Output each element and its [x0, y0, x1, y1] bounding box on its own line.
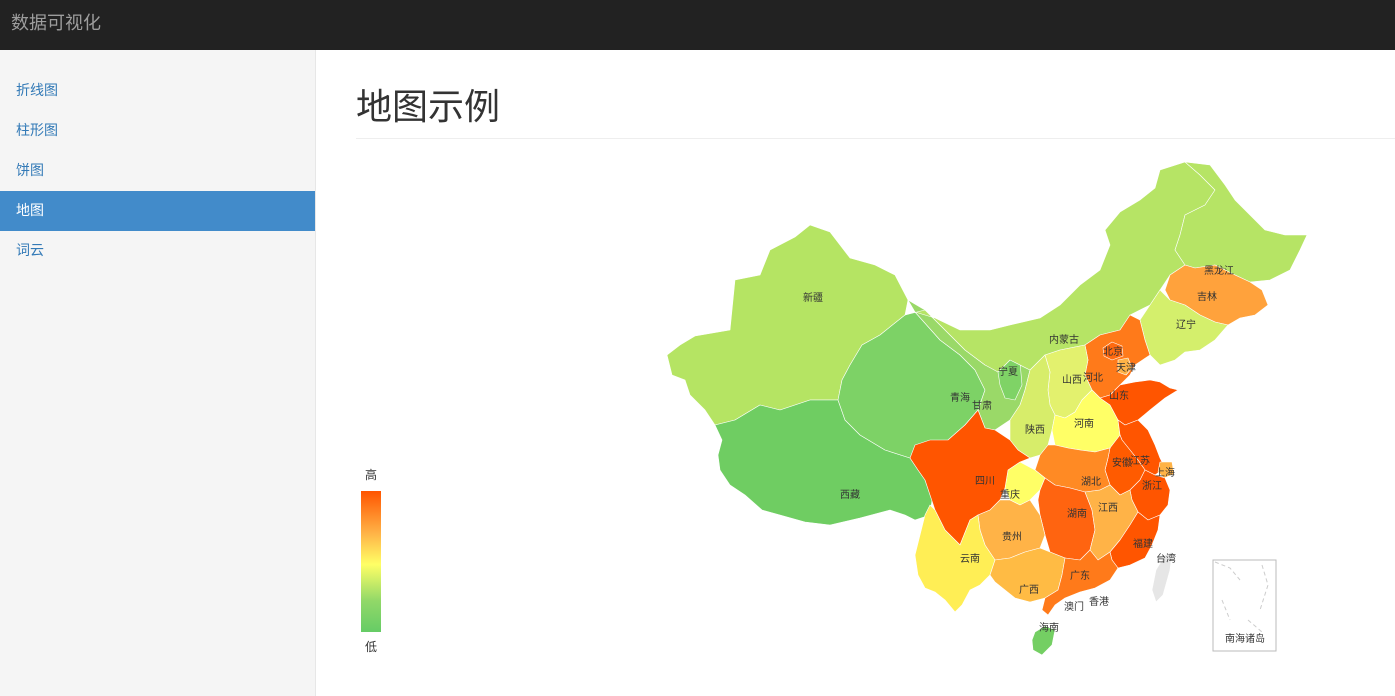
region-taiwan[interactable]: [1151, 551, 1173, 603]
label-anhui: 安徽: [1112, 456, 1132, 469]
region-yunnan[interactable]: [914, 504, 996, 613]
label-xizang: 西藏: [840, 489, 860, 501]
visual-map-legend[interactable]: 高 低: [361, 467, 381, 654]
region-shanghai[interactable]: [1157, 461, 1175, 479]
label-shanghai: 上海: [1155, 466, 1175, 479]
inset-label: 南海诸岛: [1225, 632, 1265, 645]
label-hunan: 湖南: [1067, 507, 1087, 520]
label-gansu: 甘肃: [972, 399, 992, 412]
navbar: 数据可视化: [0, 0, 1395, 50]
label-hebei: 河北: [1083, 372, 1103, 384]
page-title: 地图示例: [356, 87, 501, 128]
sidebar-item-bar-chart[interactable]: 柱形图: [16, 123, 58, 139]
label-fujian: 福建: [1133, 537, 1153, 550]
label-guangdong: 广东: [1070, 569, 1090, 582]
label-sichuan: 四川: [975, 476, 995, 487]
label-yunnan: 云南: [960, 552, 980, 565]
south-china-sea-inset: 南海诸岛: [1212, 559, 1277, 652]
label-jiangsu: 江苏: [1130, 454, 1150, 467]
label-zhejiang: 浙江: [1142, 480, 1162, 492]
region-xizang[interactable]: [714, 399, 933, 526]
region-sichuan[interactable]: [909, 409, 1031, 546]
label-shaanxi: 陕西: [1025, 423, 1045, 436]
region-liaoning[interactable]: [1139, 289, 1229, 366]
label-tianjin: 天津: [1116, 362, 1136, 374]
sidebar-nav: 折线图 柱形图 饼图 地图 词云: [0, 71, 315, 271]
sidebar-item-map[interactable]: 地图: [0, 191, 315, 231]
region-hainan[interactable]: [1031, 625, 1056, 656]
legend-low-label: 低: [365, 640, 377, 654]
label-macau: 澳门: [1064, 600, 1084, 613]
label-guangxi: 广西: [1019, 584, 1039, 596]
region-beijing[interactable]: [1102, 341, 1124, 361]
label-ningxia: 宁夏: [998, 365, 1018, 378]
label-hainan: 海南: [1039, 621, 1059, 634]
label-hongkong: 香港: [1089, 596, 1109, 608]
legend-high-label: 高: [365, 467, 377, 482]
label-chongqing: 重庆: [1000, 488, 1020, 501]
label-liaoning: 辽宁: [1176, 318, 1196, 331]
province-regions: [666, 161, 1308, 656]
page-header-divider: [356, 138, 1395, 139]
label-henan: 河南: [1074, 417, 1094, 430]
label-qinghai: 青海: [950, 391, 970, 404]
sidebar-item-word-cloud[interactable]: 词云: [16, 243, 44, 259]
label-shanxi: 山西: [1062, 374, 1082, 386]
label-guizhou: 贵州: [1002, 530, 1022, 543]
label-beijing: 北京: [1103, 345, 1123, 358]
sidebar-item-pie-chart[interactable]: 饼图: [16, 163, 44, 179]
legend-gradient-bar[interactable]: [361, 491, 381, 632]
label-neimenggu: 内蒙古: [1049, 333, 1079, 346]
region-guangdong[interactable]: [1041, 549, 1119, 616]
label-shandong: 山东: [1109, 389, 1129, 402]
sidebar-item-line-chart[interactable]: 折线图: [16, 83, 58, 99]
label-heilongjiang: 黑龙江: [1204, 264, 1234, 277]
label-jilin: 吉林: [1197, 290, 1217, 303]
sidebar: 折线图 柱形图 饼图 地图 词云: [0, 50, 316, 696]
label-xinjiang: 新疆: [803, 291, 823, 304]
label-taiwan: 台湾: [1156, 552, 1176, 565]
brand-title[interactable]: 数据可视化: [11, 13, 101, 34]
region-tianjin[interactable]: [1117, 357, 1133, 376]
label-hubei: 湖北: [1081, 476, 1101, 488]
region-chongqing[interactable]: [1004, 461, 1046, 506]
label-jiangxi: 江西: [1098, 502, 1118, 514]
province-labels: 新疆 西藏 青海 甘肃 宁夏 内蒙古 黑龙江 吉林 辽宁 北京 天津 河北 山西…: [803, 264, 1234, 634]
